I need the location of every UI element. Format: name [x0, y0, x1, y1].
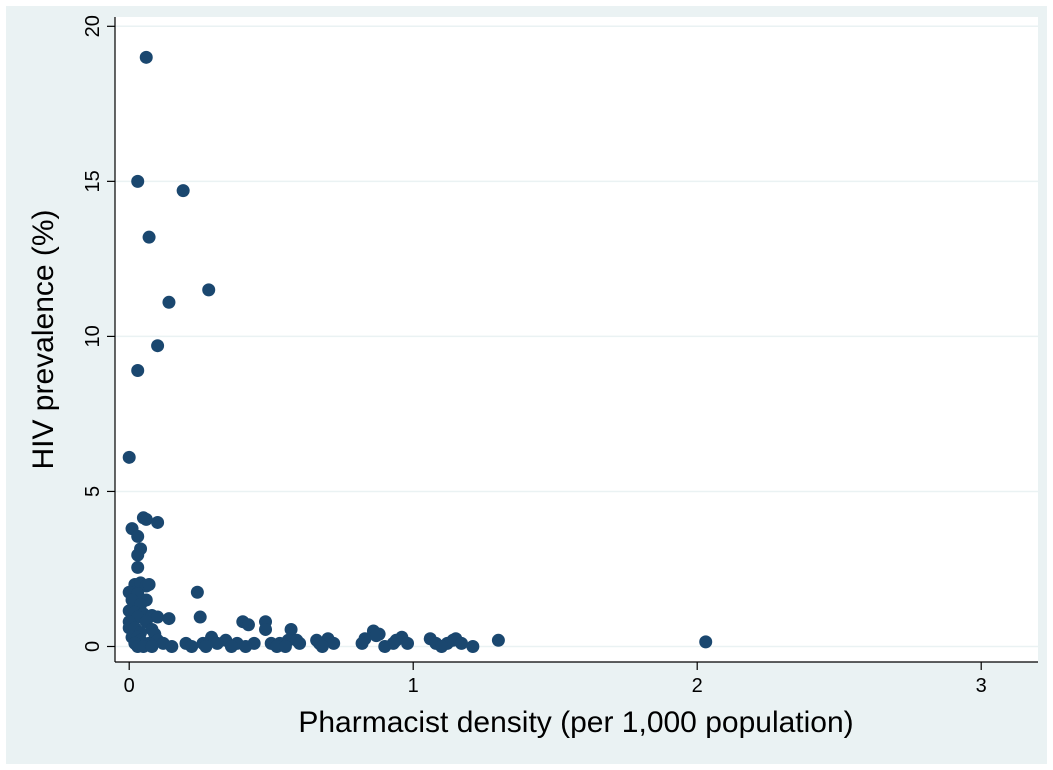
- data-point: [131, 548, 145, 562]
- data-point: [435, 639, 449, 653]
- y-tick-label: 15: [82, 170, 104, 192]
- data-point: [466, 639, 480, 653]
- scatter-chart: 0 5 10 15 20 0 1 2 3 Pharmacist density (per 1,…: [27, 15, 1038, 739]
- data-point: [142, 577, 156, 591]
- data-point: [151, 610, 165, 624]
- data-point: [210, 636, 224, 650]
- plot-area: [115, 17, 1038, 662]
- data-point: [131, 529, 145, 543]
- data-point: [454, 636, 468, 650]
- data-point: [401, 636, 415, 650]
- x-tick-label: 1: [408, 675, 419, 697]
- data-point: [185, 639, 199, 653]
- data-point: [145, 639, 159, 653]
- data-point: [122, 450, 136, 464]
- data-point: [131, 174, 145, 188]
- x-tick-label: 2: [692, 675, 703, 697]
- data-point: [162, 295, 176, 309]
- grid-lines: [115, 25, 1038, 648]
- data-point: [378, 639, 392, 653]
- data-point: [241, 618, 255, 632]
- data-point: [151, 515, 165, 529]
- data-point: [369, 629, 383, 643]
- data-point: [278, 639, 292, 653]
- y-axis-title: HIV prevalence (%): [27, 209, 60, 469]
- y-tick-label: 0: [82, 641, 104, 652]
- data-point: [327, 636, 341, 650]
- data-point: [165, 639, 179, 653]
- chart-background: 0 5 10 15 20 0 1 2 3 Pharmacist density (per 1,…: [6, 6, 1047, 764]
- data-point: [176, 184, 190, 198]
- data-point: [224, 639, 238, 653]
- x-tick-label: 3: [976, 675, 987, 697]
- data-point: [190, 585, 204, 599]
- data-point: [151, 339, 165, 353]
- x-axis-title: Pharmacist density (per 1,000 population…: [298, 706, 853, 739]
- data-point: [239, 639, 253, 653]
- axes: [114, 17, 1038, 663]
- data-point: [193, 610, 207, 624]
- data-point: [491, 633, 505, 647]
- data-point: [142, 230, 156, 244]
- data-point: [293, 636, 307, 650]
- y-tick-label: 20: [82, 15, 104, 37]
- data-point: [699, 635, 713, 649]
- data-point: [202, 283, 216, 297]
- data-point: [284, 622, 298, 636]
- data-point: [259, 622, 273, 636]
- data-point: [131, 364, 145, 378]
- data-point: [131, 560, 145, 574]
- x-tick-label: 0: [124, 675, 135, 697]
- y-tick-label: 5: [82, 486, 104, 497]
- data-point: [315, 639, 329, 653]
- data-point: [139, 512, 153, 526]
- data-point: [199, 639, 213, 653]
- y-ticks: 0 5 10 15 20: [82, 15, 115, 652]
- data-points: [122, 50, 713, 653]
- data-point: [139, 50, 153, 64]
- y-tick-label: 10: [82, 325, 104, 347]
- data-point: [355, 636, 369, 650]
- data-point: [162, 612, 176, 626]
- x-ticks: 0 1 2 3: [124, 662, 987, 697]
